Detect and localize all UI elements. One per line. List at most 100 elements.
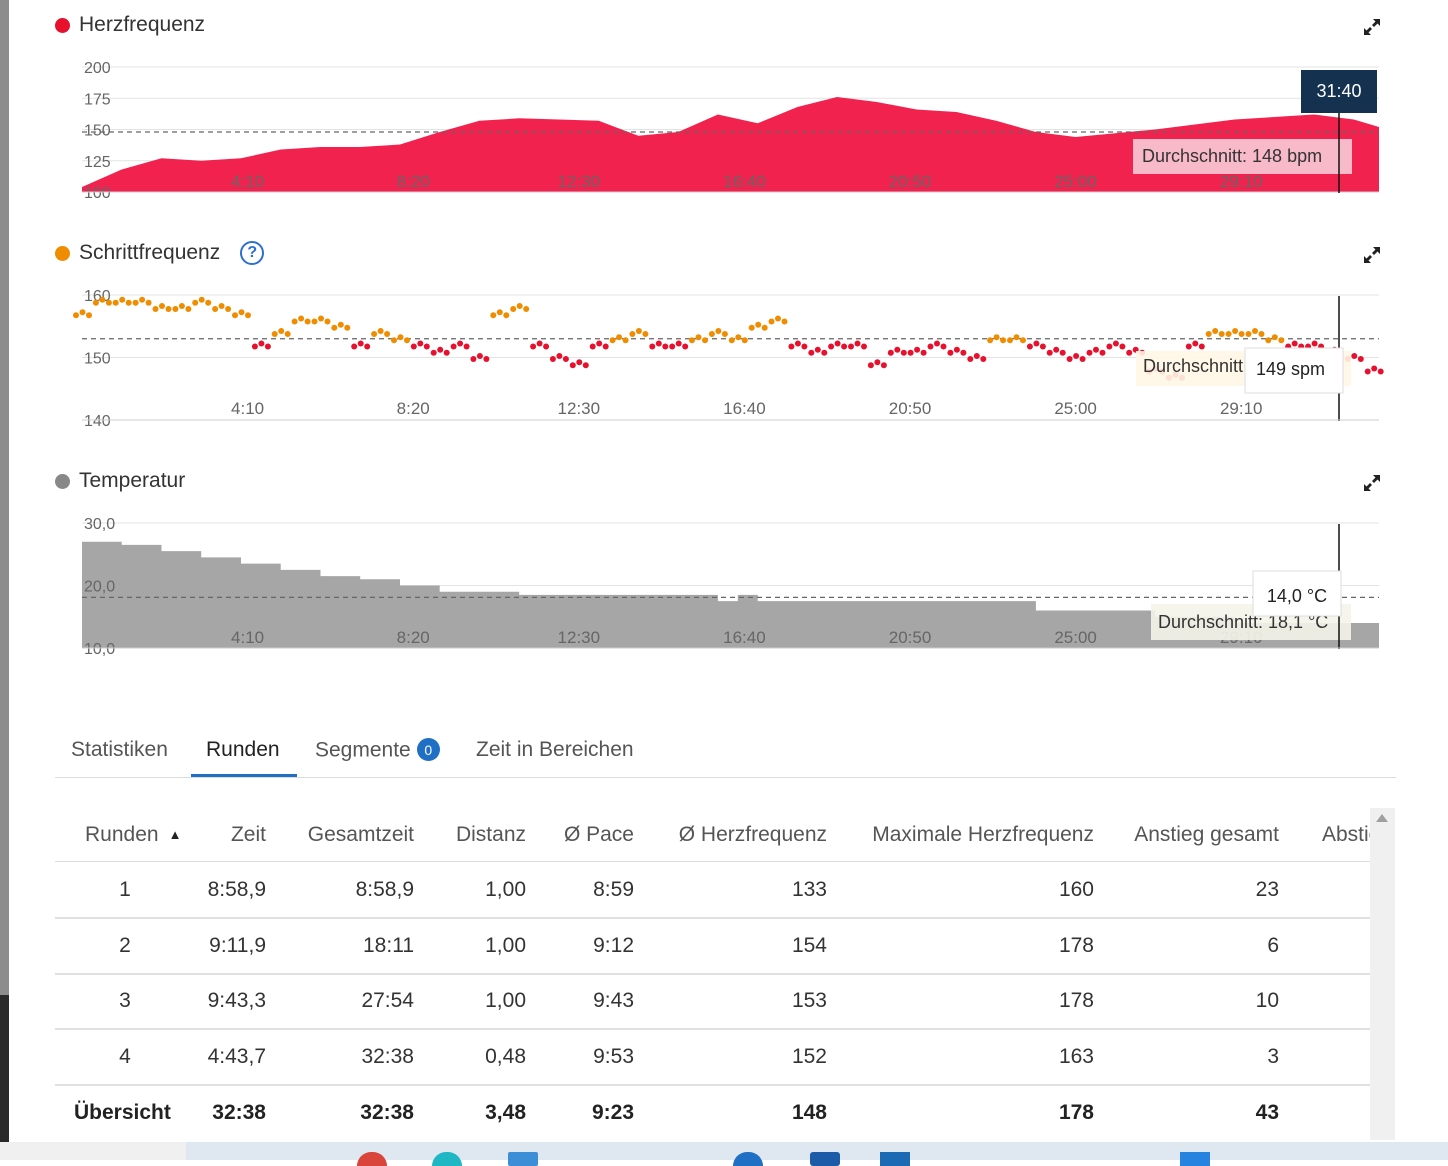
- cadence-point: [808, 349, 815, 356]
- table-total-row[interactable]: Übersicht 32:38 32:38 3,48 9:23 148 178 43: [55, 1085, 1370, 1140]
- cadence-point: [251, 343, 258, 350]
- column-header-abstieg[interactable]: Abstie: [1322, 822, 1370, 846]
- lap-distance: 1,00: [485, 878, 526, 901]
- cadence-point: [1093, 346, 1099, 353]
- cursor-tooltip-box: [1252, 570, 1342, 617]
- cadence-point: [364, 343, 371, 350]
- window-left-edge: [0, 0, 9, 995]
- laps-table: Runden ▲ Zeit Gesamtzeit Distanz Ø Pace …: [55, 808, 1370, 1140]
- column-header-runden-label: Runden: [85, 822, 159, 846]
- x-tick-label: 8:20: [397, 399, 430, 418]
- column-header-gesamtzeit[interactable]: Gesamtzeit: [307, 822, 414, 846]
- lap-time: 8:58,9: [207, 878, 266, 901]
- table-row[interactable]: 1 8:58,9 8:58,9 1,00 8:59 133 160 23: [55, 863, 1370, 919]
- cadence-point: [331, 324, 338, 331]
- cadence-point: [284, 331, 291, 337]
- lap-distance: 3,48: [485, 1101, 526, 1124]
- x-tick-label: 20:50: [889, 399, 932, 418]
- cadence-point: [848, 343, 854, 350]
- cadence-point: [404, 337, 410, 344]
- x-tick-label: 12:30: [558, 399, 601, 418]
- cadence-point: [476, 353, 483, 359]
- cadence-point: [867, 362, 874, 369]
- lap-distance: 0,48: [485, 1044, 526, 1068]
- cadence-point: [609, 337, 616, 344]
- temperature-chart[interactable]: 30,0 20,0 10,0 4:10 8:20 12:30 16:40 20:50 25:00…: [0, 456, 1448, 676]
- temperature-title-text: Temperatur: [79, 469, 186, 492]
- cadence-point: [741, 337, 748, 344]
- tab-segmente[interactable]: Segmente 0: [315, 738, 440, 763]
- lap-avg-hr: 153: [791, 989, 827, 1012]
- cadence-point: [1112, 340, 1119, 347]
- cadence-point: [861, 343, 867, 350]
- lap-max-hr: 178: [1058, 989, 1094, 1012]
- lap-total-time: 8:58,9: [355, 878, 414, 901]
- cadence-point: [125, 299, 132, 306]
- cadence-point: [616, 334, 623, 341]
- cadence-point: [423, 343, 430, 350]
- cadence-point: [887, 349, 894, 356]
- taskbar-search-area[interactable]: [0, 1142, 186, 1160]
- column-header-herzfrequenz[interactable]: Ø Herzfrequenz: [678, 822, 827, 846]
- cadence-point: [980, 356, 987, 362]
- temperature-section: Temperatur: [0, 456, 1448, 676]
- expand-arrows-icon[interactable]: [1362, 245, 1382, 265]
- x-tick-label: 4:10: [231, 399, 264, 418]
- taskbar-app-icon[interactable]: [1180, 1152, 1210, 1166]
- cadence-point: [569, 362, 576, 369]
- lap-ascent: 43: [1255, 1101, 1279, 1124]
- table-row[interactable]: 4 4:43,7 32:38 0,48 9:53 152 163 3: [55, 1030, 1370, 1086]
- active-tab-indicator: [191, 774, 297, 777]
- cadence-point: [311, 318, 318, 325]
- taskbar-app-icon[interactable]: [508, 1152, 538, 1166]
- lap-ascent: 3: [1267, 1044, 1279, 1068]
- cadence-point: [79, 309, 86, 316]
- cadence-point: [1232, 328, 1239, 334]
- cadence-point: [1106, 343, 1113, 350]
- lap-distance: 1,00: [485, 989, 526, 1012]
- cursor-tooltip-value: 14,0 °C: [1267, 586, 1327, 606]
- taskbar-app-icon[interactable]: [810, 1152, 840, 1166]
- table-scrollbar[interactable]: [1370, 808, 1395, 1140]
- column-header-distanz[interactable]: Distanz: [455, 822, 526, 846]
- cadence-point: [337, 321, 344, 328]
- column-header-max-herzfrequenz[interactable]: Maximale Herzfrequenz: [872, 822, 1094, 846]
- cadence-point: [1252, 328, 1258, 334]
- column-header-runden[interactable]: Runden ▲: [85, 808, 181, 861]
- y-tick-label: 200: [84, 60, 111, 77]
- lap-time: 4:43,7: [207, 1044, 266, 1068]
- cadence-point: [1073, 353, 1080, 359]
- cadence-point: [987, 337, 994, 344]
- tab-zeit-in-bereichen[interactable]: Zeit in Bereichen: [476, 738, 634, 761]
- cadence-point: [1371, 365, 1378, 372]
- table-row[interactable]: 2 9:11,9 18:11 1,00 9:12 154 178 6: [55, 919, 1370, 975]
- cadence-point: [463, 343, 470, 350]
- sort-ascending-icon: ▲: [168, 827, 182, 842]
- cadence-point: [1271, 334, 1278, 341]
- tab-statistiken[interactable]: Statistiken: [71, 738, 168, 761]
- x-tick-label: 8:20: [397, 172, 430, 191]
- expand-arrows-icon[interactable]: [1362, 17, 1382, 37]
- column-header-anstieg[interactable]: Anstieg gesamt: [1134, 822, 1279, 846]
- x-tick-label: 29:10: [1220, 172, 1263, 191]
- cadence-point: [145, 299, 152, 306]
- table-row[interactable]: 3 9:43,3 27:54 1,00 9:43 153 178 10: [55, 974, 1370, 1030]
- cadence-point: [642, 331, 649, 337]
- cadence-point: [1033, 340, 1040, 347]
- tab-runden[interactable]: Runden: [206, 738, 280, 761]
- heart-rate-section: Herzfrequenz: [0, 0, 1448, 220]
- x-tick-label: 29:10: [1220, 399, 1263, 418]
- table-header-row: Runden ▲ Zeit Gesamtzeit Distanz Ø Pace …: [55, 808, 1370, 862]
- expand-arrows-icon[interactable]: [1362, 473, 1382, 493]
- column-header-pace[interactable]: Ø Pace: [563, 822, 634, 846]
- scroll-up-arrow-icon[interactable]: [1376, 814, 1388, 822]
- help-icon[interactable]: ?: [240, 241, 265, 265]
- x-tick-label: 20:50: [889, 172, 932, 191]
- heart-rate-chart[interactable]: 200 175 150 125 100 4:10 8:20 12:30 16:40 20:50 25…: [0, 0, 1448, 220]
- cadence-point: [139, 296, 146, 303]
- cadence-point: [967, 356, 974, 362]
- segment-count-badge: 0: [416, 738, 440, 761]
- column-header-zeit[interactable]: Zeit: [230, 822, 266, 846]
- taskbar-app-icon[interactable]: [880, 1152, 910, 1166]
